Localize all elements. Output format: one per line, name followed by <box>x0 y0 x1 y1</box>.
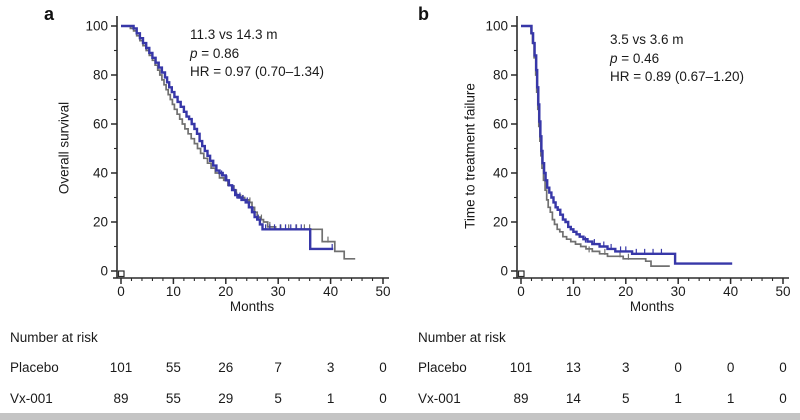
x-tick-label: 10 <box>166 284 181 299</box>
risk-table-header-a: Number at risk <box>10 330 98 345</box>
p-value-text: = 0.86 <box>197 45 240 61</box>
panel-label-b: b <box>418 4 429 24</box>
risk-count: 1 <box>326 391 335 406</box>
x-tick-label: 20 <box>218 284 233 299</box>
risk-count: 0 <box>779 391 787 406</box>
x-tick-label: 0 <box>117 284 125 299</box>
risk-count: 26 <box>218 360 234 375</box>
x-axis-title-a: Months <box>229 299 275 314</box>
p-value: p = 0.46 <box>610 50 744 69</box>
km-plot-a: 0 10 20 30 40 50 0 20 40 60 80 100 <box>85 16 391 299</box>
risk-count: 14 <box>565 391 581 406</box>
p-symbol: p <box>610 50 618 66</box>
risk-count: 0 <box>674 360 682 375</box>
origin-marker <box>517 270 525 278</box>
hazard-ratio: HR = 0.97 (0.70–1.34) <box>190 64 324 79</box>
x-tick-label: 10 <box>566 284 581 299</box>
risk-row-label: Vx-001 <box>418 391 461 406</box>
risk-count: 3 <box>622 360 630 375</box>
risk-row-label: Placebo <box>418 360 467 375</box>
y-tick-label: 80 <box>93 68 108 83</box>
panel-b: 0 10 20 30 40 50 0 20 40 60 80 100 b Time to treatm… <box>400 0 800 413</box>
risk-count: 5 <box>622 391 630 406</box>
risk-count: 89 <box>113 391 129 406</box>
risk-count: 101 <box>509 360 533 375</box>
km-curve-placebo <box>121 25 356 260</box>
median-comparison: 11.3 vs 14.3 m <box>190 27 278 42</box>
risk-table-header-b: Number at risk <box>418 330 506 345</box>
risk-count: 29 <box>218 391 234 406</box>
x-tick-label: 50 <box>775 284 790 299</box>
km-curve-vx-001 <box>521 24 733 265</box>
risk-count: 7 <box>274 360 282 375</box>
risk-count: 3 <box>326 360 335 375</box>
risk-count: 55 <box>165 391 181 406</box>
y-tick-label: 20 <box>493 215 508 230</box>
km-curve-placebo <box>521 25 670 267</box>
p-value-text: = 0.46 <box>617 50 660 66</box>
risk-count: 5 <box>274 391 282 406</box>
risk-count: 0 <box>379 391 387 406</box>
y-tick-label: 20 <box>93 215 108 230</box>
panel-label-a: a <box>44 4 55 24</box>
x-tick-label: 40 <box>323 284 338 299</box>
y-tick-label: 80 <box>493 68 508 83</box>
x-tick-label: 0 <box>517 284 525 299</box>
p-symbol: p <box>190 45 198 61</box>
y-tick-label: 0 <box>100 264 108 279</box>
risk-table-b: Placebo 101 13 3 0 0 0 Vx-001 89 14 5 1 1 0 <box>400 0 800 413</box>
y-tick-label: 100 <box>485 19 508 34</box>
risk-count: 13 <box>565 360 581 375</box>
x-axis-title-b: Months <box>629 299 675 314</box>
risk-count: 0 <box>726 360 735 375</box>
risk-count: 89 <box>513 391 529 406</box>
stats-annotation-a: 11.3 vs 14.3 m p = 0.86 HR = 0.97 (0.70–… <box>190 26 324 82</box>
y-tick-label: 100 <box>85 19 108 34</box>
risk-count: 55 <box>165 360 181 375</box>
km-plot-b: 0 10 20 30 40 50 0 20 40 60 80 100 <box>485 16 791 299</box>
risk-table-a: Placebo 101 55 26 7 3 0 Vx-001 89 55 29 5 1 0 <box>0 0 400 413</box>
origin-marker <box>117 270 125 278</box>
y-tick-label: 0 <box>500 264 508 279</box>
x-tick-label: 50 <box>375 284 390 299</box>
risk-row-label: Placebo <box>10 360 59 375</box>
median-comparison: 3.5 vs 3.6 m <box>610 32 684 47</box>
risk-count: 0 <box>779 360 787 375</box>
panel-a: 0 10 20 30 40 50 0 20 40 60 80 100 a Overall surviv… <box>0 0 400 413</box>
stats-annotation-b: 3.5 vs 3.6 m p = 0.46 HR = 0.89 (0.67–1.… <box>610 31 744 87</box>
p-value: p = 0.86 <box>190 45 324 64</box>
x-tick-label: 30 <box>271 284 286 299</box>
hazard-ratio: HR = 0.89 (0.67–1.20) <box>610 69 744 84</box>
y-tick-label: 60 <box>93 117 108 132</box>
x-tick-label: 30 <box>671 284 686 299</box>
bottom-bar <box>0 413 800 420</box>
y-tick-label: 60 <box>493 117 508 132</box>
x-tick-label: 40 <box>723 284 738 299</box>
x-tick-label: 20 <box>618 284 633 299</box>
risk-count: 1 <box>674 391 682 406</box>
risk-count: 1 <box>726 391 735 406</box>
risk-row-label: Vx-001 <box>10 391 53 406</box>
y-tick-label: 40 <box>93 166 108 181</box>
risk-count: 0 <box>379 360 387 375</box>
risk-count: 101 <box>109 360 133 375</box>
y-tick-label: 40 <box>493 166 508 181</box>
